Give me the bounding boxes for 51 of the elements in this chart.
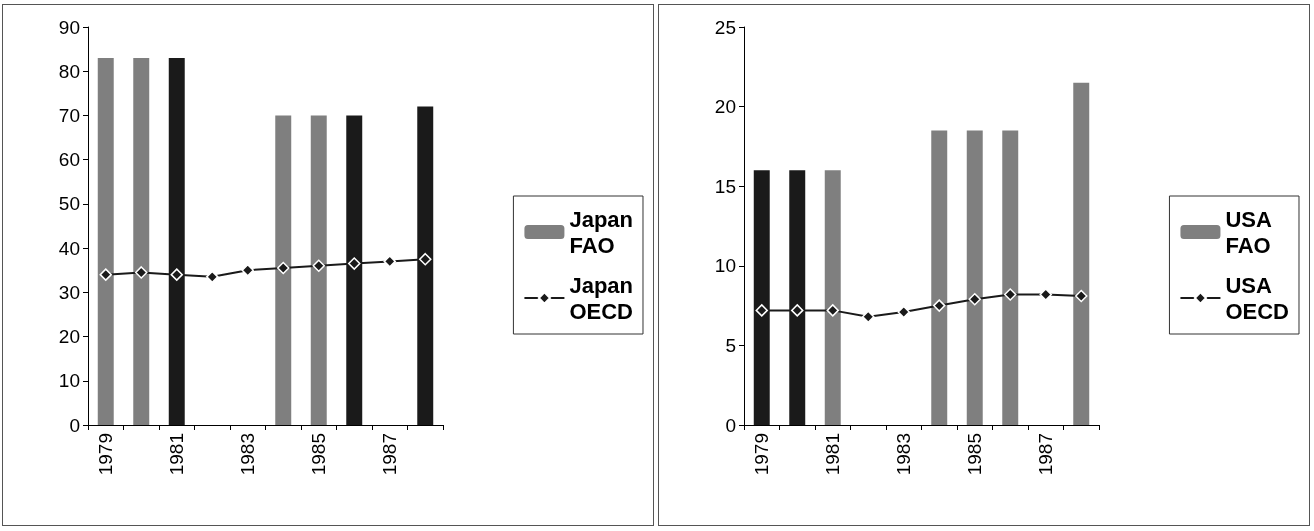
x-tick-label: 1987 [1035,433,1057,476]
point [312,259,325,273]
x-tick-label: 1985 [308,433,330,476]
y-tick-label: 80 [58,60,80,82]
y-tick-label: 0 [69,414,80,436]
y-tick-label: 70 [58,104,80,126]
y-tick-label: 60 [58,149,80,171]
x-tick-label: 1981 [166,433,188,476]
y-tick-label: 40 [58,237,80,259]
point [99,268,112,281]
y-tick-label: 50 [58,193,80,215]
y-tick-label: 20 [714,96,736,118]
point [1004,288,1017,301]
y-tick-label: 20 [58,326,80,348]
y-tick-label: 30 [58,281,80,303]
x-tick-label: 1987 [379,433,401,476]
point [419,252,432,266]
x-tick-label: 1983 [893,433,915,476]
legend-label: Japan OECD [569,272,634,324]
y-tick-label: 5 [725,334,736,356]
x-tick-label: 1981 [822,433,844,476]
y-tick-label: 15 [714,175,736,197]
bar [966,130,983,425]
point [170,268,183,281]
x-tick-label: 1979 [751,433,773,476]
legend-label: Japan FAO [569,206,634,258]
point [348,257,361,270]
point [277,261,290,275]
point [135,266,148,279]
y-tick-label: 90 [58,16,80,38]
bar [931,130,948,425]
point [897,305,910,319]
point [933,299,946,312]
x-tick-label: 1985 [964,433,986,476]
x-tick-label: 1979 [95,433,117,476]
point [206,270,219,284]
y-tick-label: 10 [58,370,80,392]
x-tick-label: 1983 [237,433,259,476]
point [968,292,981,306]
bar [1073,82,1090,425]
point [1075,289,1088,303]
legend-label: USA FAO [1225,206,1272,258]
point [791,304,804,317]
point [826,304,839,317]
bar [824,170,841,425]
point [755,304,768,317]
y-tick-label: 10 [714,255,736,277]
bar [1002,130,1019,425]
y-tick-label: 25 [714,16,736,38]
y-tick-label: 0 [725,414,736,436]
legend-label: USA OECD [1225,272,1289,324]
